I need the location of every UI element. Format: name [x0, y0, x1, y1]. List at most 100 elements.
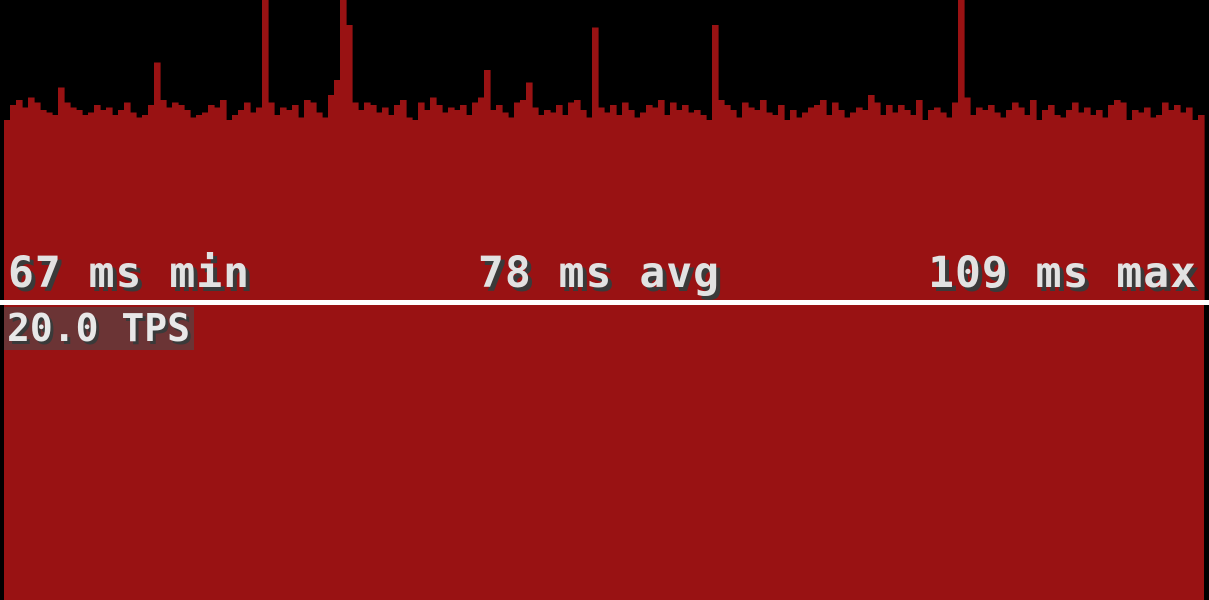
tick-bar	[598, 107, 605, 300]
tick-bar	[34, 102, 41, 300]
tick-bar	[244, 102, 251, 300]
tick-bar	[994, 112, 1001, 300]
tick-bar	[904, 110, 911, 300]
tick-bar	[1138, 112, 1145, 300]
tick-bar	[1066, 110, 1073, 300]
tick-bar	[520, 100, 527, 300]
tick-bar	[394, 105, 401, 300]
tick-bar	[364, 102, 371, 300]
tick-bar	[196, 115, 203, 300]
tick-bar	[58, 87, 65, 300]
tick-bar	[112, 115, 119, 300]
tick-bar	[118, 110, 125, 300]
tick-bar	[466, 115, 473, 300]
tick-bar	[592, 27, 599, 300]
tick-bar	[790, 110, 797, 300]
tick-bar	[1060, 117, 1067, 300]
tick-bar	[82, 115, 89, 300]
tick-bar	[706, 120, 713, 300]
tick-bar	[304, 100, 311, 300]
tick-bar	[526, 82, 533, 300]
tick-bar	[478, 97, 485, 300]
tick-bar	[46, 112, 53, 300]
min-ms-label: 67 ms min	[8, 248, 250, 298]
tick-bar	[532, 107, 539, 300]
tick-bar	[766, 112, 773, 300]
tick-bar	[1132, 110, 1139, 300]
tick-bar	[676, 110, 683, 300]
tick-bar	[388, 115, 395, 300]
tick-bar	[1048, 105, 1055, 300]
tick-bar	[796, 117, 803, 300]
tick-bar	[856, 107, 863, 300]
tick-bar	[328, 95, 335, 300]
tick-bar	[124, 102, 131, 300]
tick-bar	[322, 117, 329, 300]
tick-bar	[544, 110, 551, 300]
tick-bar	[742, 102, 749, 300]
tick-bar	[640, 112, 647, 300]
tick-bar	[418, 102, 425, 300]
tick-bar	[10, 105, 17, 300]
tick-bar	[862, 110, 869, 300]
tick-bar	[280, 107, 287, 300]
tick-bar	[910, 115, 917, 300]
tick-bar	[940, 112, 947, 300]
tick-bar	[460, 105, 467, 300]
tick-bar	[436, 105, 443, 300]
tick-bar	[88, 112, 95, 300]
tick-bar	[1000, 117, 1007, 300]
tick-bar	[1162, 102, 1169, 300]
tick-bar	[22, 107, 29, 300]
tick-bar	[922, 120, 929, 300]
tick-bar	[490, 110, 497, 300]
graph-divider	[0, 300, 1209, 305]
tick-bar	[346, 25, 353, 300]
tick-bar	[358, 110, 365, 300]
tick-bar	[1192, 120, 1199, 300]
tick-bar	[166, 107, 173, 300]
tick-bar	[724, 105, 731, 300]
tick-bar	[970, 115, 977, 300]
tick-bar	[868, 95, 875, 300]
tick-bar	[1096, 110, 1103, 300]
tick-bar	[814, 105, 821, 300]
tick-bar	[784, 120, 791, 300]
tick-bar	[1180, 112, 1187, 300]
tick-bar	[1084, 107, 1091, 300]
tick-bar	[316, 112, 323, 300]
tick-bar	[202, 112, 209, 300]
right-edge	[1204, 305, 1209, 600]
tick-bar	[556, 105, 563, 300]
tick-bar	[1108, 105, 1115, 300]
tick-bar	[454, 110, 461, 300]
tick-bar	[430, 97, 437, 300]
tick-bar	[1042, 110, 1049, 300]
tick-bar	[1198, 115, 1205, 300]
tick-bar	[712, 25, 719, 300]
tick-bar	[886, 105, 893, 300]
left-edge	[0, 305, 4, 600]
tick-bar	[616, 115, 623, 300]
tick-bar	[670, 102, 677, 300]
tick-bar	[502, 112, 509, 300]
tick-bar	[1144, 107, 1151, 300]
tick-bar	[220, 100, 227, 300]
tick-bar	[4, 120, 11, 300]
tick-bar	[880, 115, 887, 300]
tick-bar	[190, 117, 197, 300]
tick-bar	[958, 0, 965, 300]
tick-bar	[964, 97, 971, 300]
tick-bar	[1072, 102, 1079, 300]
tick-bar	[1018, 107, 1025, 300]
tick-bar	[238, 110, 245, 300]
tick-bar	[982, 110, 989, 300]
tick-bar	[934, 107, 941, 300]
tick-bar	[1054, 115, 1061, 300]
tick-bar	[298, 117, 305, 300]
tick-bar	[586, 117, 593, 300]
tick-bar	[898, 105, 905, 300]
tick-bar	[754, 110, 761, 300]
tick-bar	[700, 115, 707, 300]
tick-bar	[214, 107, 221, 300]
